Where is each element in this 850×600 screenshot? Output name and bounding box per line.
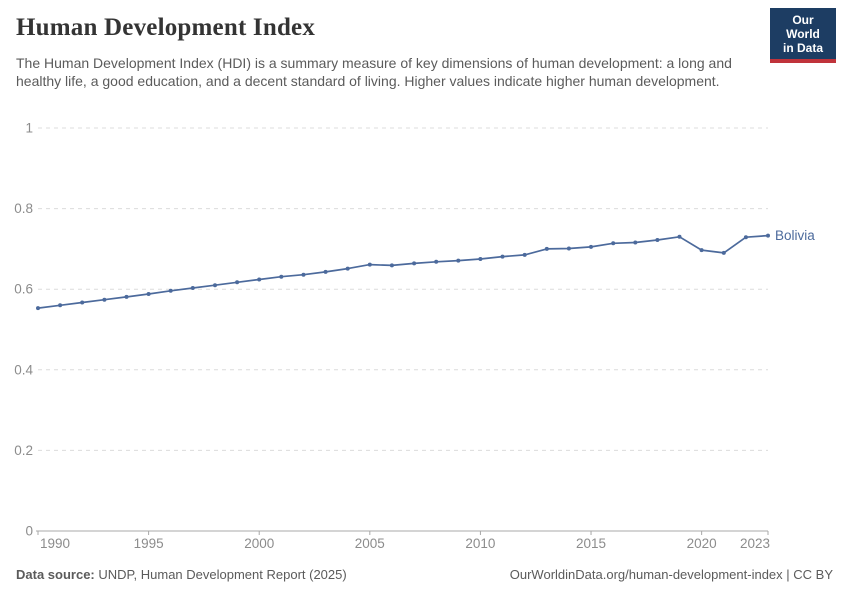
data-line[interactable]: [37, 234, 769, 309]
data-points[interactable]: [36, 233, 770, 311]
page-title: Human Development Index: [16, 14, 316, 41]
y-tick-label: 0.6: [14, 282, 33, 297]
x-tick-label: 2020: [687, 536, 717, 551]
y-tick-label: 0: [25, 524, 33, 539]
footer-citation-link[interactable]: OurWorldinData.org/human-development-ind…: [509, 567, 833, 582]
owid-logo[interactable]: Our World in Data: [770, 8, 836, 63]
x-tick-label: 2023: [740, 536, 770, 551]
entity-label[interactable]: Bolivia: [775, 228, 815, 243]
line-chart-canvas[interactable]: 0 0.2 0.4 0.6 0.8 1 1990 1995 2000 2005 2010 2015 20…: [0, 112, 850, 558]
data-source-value: UNDP, Human Development Report (2025): [98, 567, 347, 582]
x-tick-label: 1990: [40, 536, 70, 551]
x-axis-labels: 1990 1995 2000 2005 2010 2015 2020 2023: [40, 536, 770, 551]
y-tick-label: 1: [25, 121, 33, 136]
y-gridlines: [36, 127, 768, 532]
x-tick-label: 2010: [465, 536, 495, 551]
x-tick-label: 2000: [244, 536, 274, 551]
owid-logo-line2: in Data: [782, 41, 823, 55]
x-tick-label: 2005: [355, 536, 385, 551]
x-tick-label: 2015: [576, 536, 606, 551]
chart-header: Human Development Index Our World in Dat…: [16, 8, 836, 90]
x-axis: [37, 531, 769, 535]
y-tick-label: 0.8: [14, 201, 33, 216]
data-source: Data source: UNDP, Human Development Rep…: [16, 567, 347, 582]
y-tick-label: 0.4: [14, 362, 33, 377]
y-axis-labels: 0 0.2 0.4 0.6 0.8 1: [14, 121, 33, 539]
data-source-label: Data source:: [16, 567, 95, 582]
owid-logo-line1: Our World: [786, 13, 820, 41]
chart-footer: Data source: UNDP, Human Development Rep…: [16, 567, 833, 582]
x-tick-label: 1995: [134, 536, 164, 551]
y-tick-label: 0.2: [14, 443, 33, 458]
chart-subtitle: The Human Development Index (HDI) is a s…: [16, 55, 732, 89]
